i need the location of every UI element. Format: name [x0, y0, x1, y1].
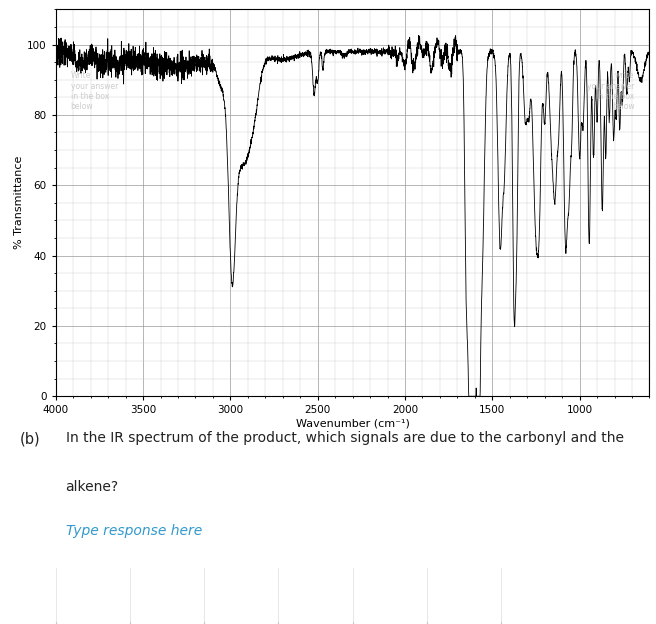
X-axis label: Wavenumber (cm⁻¹): Wavenumber (cm⁻¹) — [296, 418, 409, 428]
Text: (b): (b) — [20, 431, 40, 446]
Text: alkene?: alkene? — [66, 480, 119, 494]
Y-axis label: % Transmittance: % Transmittance — [14, 156, 24, 250]
Text: Type response here: Type response here — [66, 524, 202, 539]
Text: Write
your answer
in the box
below: Write your answer in the box below — [71, 71, 118, 112]
Text: write
your answer
in the box
below: write your answer in the box below — [587, 71, 634, 112]
Text: In the IR spectrum of the product, which signals are due to the carbonyl and the: In the IR spectrum of the product, which… — [66, 431, 624, 446]
